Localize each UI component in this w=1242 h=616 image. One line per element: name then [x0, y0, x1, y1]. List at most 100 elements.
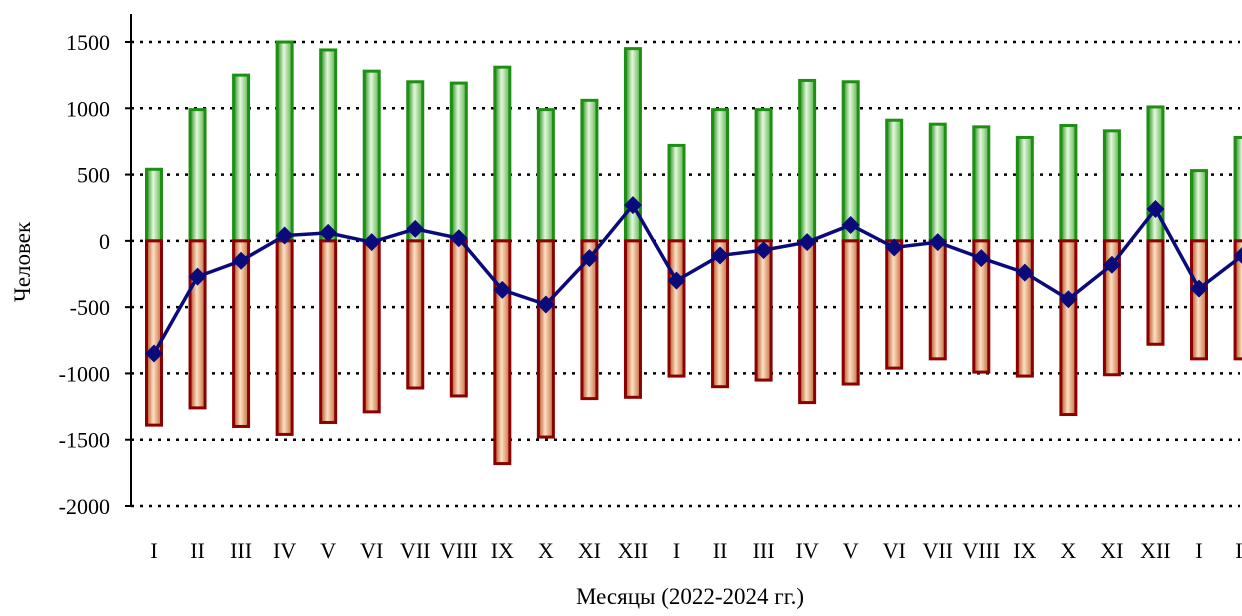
- y-tick-label: 1000: [66, 96, 110, 121]
- net-point-marker: [1190, 279, 1208, 298]
- net-point-marker: [754, 241, 773, 260]
- net-point-marker: [580, 249, 599, 268]
- x-tick-label: IX: [491, 538, 514, 563]
- x-tick-label: VI: [360, 538, 383, 563]
- y-tick-label: 500: [77, 163, 110, 188]
- bar-arrivals: [1190, 169, 1208, 243]
- net-point-marker: [232, 251, 251, 270]
- net-point-marker: [623, 196, 642, 215]
- x-tick-label: I: [1195, 538, 1202, 563]
- x-tick-label: V: [843, 538, 859, 563]
- net-point-marker: [1059, 290, 1078, 309]
- x-axis-title: Месяцы (2022-2024 гг.): [576, 584, 804, 609]
- x-tick-label: VIII: [962, 538, 1000, 563]
- bar-departures: [362, 239, 381, 414]
- x-tick-label: III: [230, 538, 252, 563]
- x-tick-label: III: [753, 538, 775, 563]
- x-tick-label: IV: [273, 538, 296, 563]
- bar-arrivals: [1233, 135, 1242, 243]
- bar-arrivals: [319, 48, 338, 243]
- bar-arrivals: [536, 108, 555, 243]
- bar-arrivals: [449, 81, 468, 243]
- bar-departures: [928, 239, 947, 361]
- x-tick-label: I: [150, 538, 157, 563]
- bar-departures: [406, 239, 425, 390]
- net-point-marker: [449, 229, 468, 248]
- bar-departures: [1015, 239, 1034, 378]
- bar-arrivals: [667, 143, 686, 243]
- bar-departures: [885, 239, 904, 370]
- y-tick-label: -1500: [59, 428, 110, 453]
- bar-departures: [493, 239, 512, 466]
- net-point-marker: [145, 344, 163, 363]
- bar-departures: [798, 239, 817, 405]
- bar-arrivals: [362, 69, 381, 243]
- net-point-marker: [536, 295, 555, 314]
- bar-arrivals: [1102, 129, 1121, 243]
- bar-arrivals: [754, 108, 773, 243]
- bar-arrivals: [1059, 124, 1078, 243]
- x-tick-label: XI: [1100, 538, 1123, 563]
- bar-arrivals: [275, 40, 294, 243]
- net-point-marker: [1233, 246, 1242, 264]
- bar-departures: [580, 239, 599, 401]
- y-tick-label: 0: [99, 229, 110, 254]
- bar-arrivals: [406, 80, 425, 243]
- x-tick-label: X: [538, 538, 554, 563]
- bar-departures: [623, 239, 642, 399]
- bar-departures: [145, 239, 163, 427]
- x-tick-label: IV: [796, 538, 819, 563]
- bar-departures: [275, 239, 294, 436]
- bar-arrivals: [885, 118, 904, 243]
- net-point-marker: [972, 249, 991, 268]
- x-tick-label: VII: [400, 538, 431, 563]
- net-point-marker: [711, 246, 730, 265]
- x-tick-label: IX: [1013, 538, 1036, 563]
- y-tick-label: -500: [70, 295, 110, 320]
- bar-arrivals: [145, 167, 163, 243]
- bar-departures: [319, 239, 338, 424]
- bar-departures: [1059, 239, 1078, 417]
- x-tick-label: VI: [883, 538, 906, 563]
- x-tick-label: VIII: [440, 538, 478, 563]
- bar-arrivals: [711, 108, 730, 243]
- x-tick-label: I: [673, 538, 680, 563]
- net-point-marker: [493, 280, 512, 299]
- bar-departures: [536, 239, 555, 439]
- x-tick-label: II: [1235, 538, 1242, 563]
- bars: [145, 40, 1242, 466]
- net-point-marker: [841, 215, 860, 234]
- bar-arrivals: [928, 122, 947, 243]
- net-line-series: [145, 196, 1242, 363]
- x-tick-label: II: [713, 538, 728, 563]
- bar-departures: [972, 239, 991, 374]
- bar-departures: [188, 239, 207, 410]
- x-tick-label: V: [320, 538, 336, 563]
- bar-departures: [232, 239, 251, 428]
- net-point-marker: [1146, 200, 1165, 219]
- bar-arrivals: [798, 78, 817, 243]
- net-point-marker: [1015, 263, 1034, 282]
- net-point-marker: [667, 271, 686, 290]
- y-axis-title: Человек: [10, 221, 35, 302]
- y-tick-label: -1000: [59, 361, 110, 386]
- bar-departures: [841, 239, 860, 386]
- bar-arrivals: [188, 108, 207, 243]
- x-tick-label: II: [190, 538, 205, 563]
- x-tick-label: XI: [578, 538, 601, 563]
- net-point-marker: [275, 226, 294, 245]
- net-point-marker: [1102, 255, 1121, 274]
- net-point-marker: [188, 267, 207, 286]
- net-point-marker: [362, 233, 381, 252]
- bar-departures: [711, 239, 730, 389]
- bar-departures: [449, 239, 468, 398]
- axes: [125, 14, 132, 507]
- bar-departures: [1233, 239, 1242, 361]
- net-point-marker: [406, 219, 425, 238]
- net-point-marker: [885, 238, 904, 257]
- x-tick-label: VII: [922, 538, 953, 563]
- x-tick-label: XII: [618, 538, 649, 563]
